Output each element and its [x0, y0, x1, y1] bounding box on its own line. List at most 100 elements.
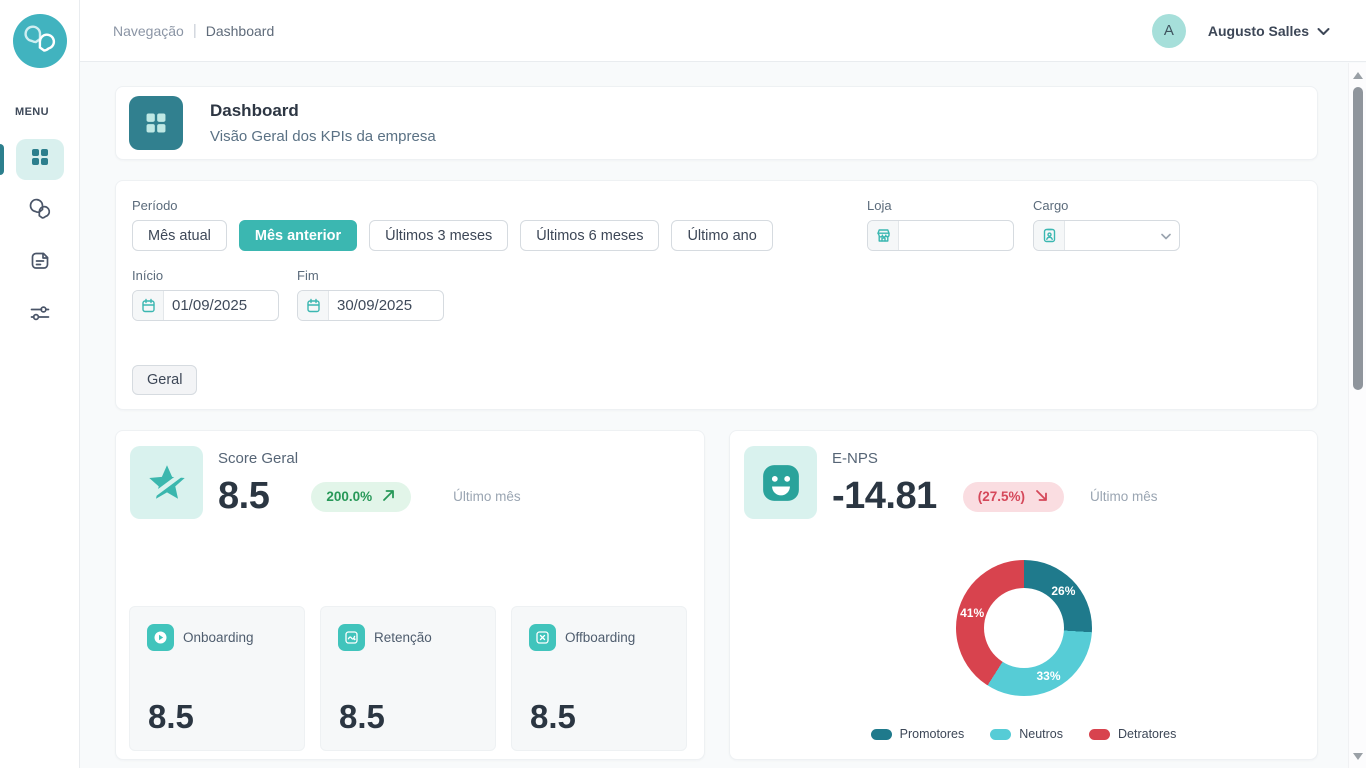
enps-period-note: Último mês [1090, 489, 1158, 504]
page-subtitle: Visão Geral dos KPIs da empresa [210, 128, 436, 145]
period-ultimo-ano-button[interactable]: Último ano [671, 220, 773, 251]
loja-input[interactable] [899, 221, 1013, 250]
scrollbar-thumb[interactable] [1353, 87, 1363, 390]
retencao-value: 8.5 [339, 698, 385, 735]
retencao-label: Retenção [374, 630, 432, 645]
period-ultimos-6-meses-button[interactable]: Últimos 6 meses [520, 220, 660, 251]
avatar[interactable]: A [1151, 13, 1186, 48]
grid-icon [29, 146, 51, 173]
chat-bubble-icon [27, 196, 53, 227]
user-name: Augusto Salles [1207, 22, 1309, 39]
score-geral-card: Score Geral 8.5 200.0% Último mês O [115, 430, 705, 760]
promotores-swatch [870, 728, 892, 740]
dashboard-grid-icon [129, 96, 183, 150]
score-trend-badge: 200.0% [311, 481, 412, 512]
onboarding-value: 8.5 [148, 698, 194, 735]
onboarding-label: Onboarding [183, 630, 254, 645]
calendar-icon[interactable] [133, 291, 164, 320]
breadcrumb-section[interactable]: Navegação [113, 22, 184, 39]
score-badge-text: 200.0% [326, 489, 373, 504]
enps-donut-chart: 26% 33% 41% [956, 560, 1092, 696]
menu-section-label: MENU [15, 106, 49, 118]
period-mes-atual-button[interactable]: Mês atual [132, 220, 227, 251]
period-label: Período [132, 198, 178, 213]
fim-date-input[interactable] [329, 291, 443, 320]
page-header-card: Dashboard Visão Geral dos KPIs da empres… [115, 86, 1318, 160]
scroll-up-arrow-icon[interactable] [1353, 72, 1363, 79]
neutros-swatch [990, 728, 1012, 740]
filters-card: Período Mês atual Mês anterior Últimos 3… [115, 180, 1318, 410]
donut-data-label: 33% [1036, 669, 1061, 684]
vertical-scrollbar [1348, 63, 1366, 768]
neutros-label: Neutros [1019, 727, 1064, 741]
active-nav-indicator [0, 144, 4, 175]
score-value: 8.5 [218, 475, 270, 517]
document-icon [27, 248, 53, 279]
enps-trend-badge: (27.5%) [962, 481, 1065, 512]
cargo-label: Cargo [1033, 198, 1069, 213]
fim-input-wrap [297, 290, 444, 321]
inicio-label: Início [132, 268, 164, 283]
trend-chart-icon [338, 624, 365, 651]
donut-ring: 26% 33% 41% [956, 560, 1092, 696]
chevron-down-icon [1161, 227, 1171, 245]
donut-data-label: 26% [1051, 584, 1076, 599]
sidebar: MENU [0, 0, 80, 768]
inicio-input-wrap [132, 290, 279, 321]
play-circle-icon [147, 624, 174, 651]
smiley-icon [744, 446, 817, 519]
retencao-subcard: Retenção 8.5 [320, 606, 496, 751]
detratores-swatch [1089, 728, 1111, 740]
cargo-select[interactable] [1033, 220, 1180, 251]
loja-label: Loja [867, 198, 892, 213]
sidebar-item-configuracoes[interactable] [16, 295, 64, 336]
offboarding-value: 8.5 [530, 698, 576, 735]
sidebar-item-dashboard[interactable] [16, 139, 64, 180]
breadcrumb: Navegação | Dashboard [113, 22, 274, 39]
user-menu[interactable]: A Augusto Salles [1151, 13, 1330, 48]
score-card-title: Score Geral [218, 450, 299, 467]
donut-data-label: 41% [960, 605, 985, 620]
period-ultimos-3-meses-button[interactable]: Últimos 3 meses [369, 220, 509, 251]
loja-input-wrap [867, 220, 1014, 251]
enps-value: -14.81 [832, 475, 937, 517]
enps-card: E-NPS -14.81 (27.5%) Último mês 26% 33% 41… [729, 430, 1318, 760]
main-content: Dashboard Visão Geral dos KPIs da empres… [80, 62, 1366, 768]
app-logo[interactable] [13, 14, 67, 68]
enps-badge-text: (27.5%) [977, 489, 1026, 504]
fim-label: Fim [297, 268, 319, 283]
chevron-down-icon [1317, 23, 1330, 39]
period-button-group: Mês atual Mês anterior Últimos 3 meses Ú… [132, 220, 773, 251]
cargo-value[interactable] [1065, 221, 1161, 250]
trend-up-icon [381, 488, 396, 506]
offboarding-label: Offboarding [565, 630, 636, 645]
legend-item-detratores[interactable]: Detratores [1089, 727, 1176, 741]
star-icon [130, 446, 203, 519]
trend-down-icon [1034, 488, 1049, 506]
detratores-label: Detratores [1118, 727, 1177, 741]
score-subcards: Onboarding 8.5 Retenção 8.5 [129, 606, 687, 751]
enps-card-title: E-NPS [832, 450, 878, 467]
offboarding-subcard: Offboarding 8.5 [511, 606, 687, 751]
sidebar-item-conversas[interactable] [16, 191, 64, 232]
legend-item-neutros[interactable]: Neutros [990, 727, 1063, 741]
sidebar-item-relatorios[interactable] [16, 243, 64, 284]
score-period-note: Último mês [453, 489, 521, 504]
chart-legend: Promotores Neutros Detratores [730, 727, 1317, 741]
onboarding-subcard: Onboarding 8.5 [129, 606, 305, 751]
legend-item-promotores[interactable]: Promotores [870, 727, 965, 741]
breadcrumb-separator: | [192, 22, 197, 39]
geral-tab-button[interactable]: Geral [132, 365, 198, 395]
scroll-down-arrow-icon[interactable] [1353, 753, 1363, 760]
sliders-icon [27, 300, 53, 331]
square-x-icon [529, 624, 556, 651]
id-badge-icon [1034, 221, 1065, 250]
chat-bubbles-logo-icon [22, 21, 58, 62]
store-icon [868, 221, 899, 250]
calendar-icon[interactable] [298, 291, 329, 320]
topbar: Navegação | Dashboard A Augusto Salles [80, 0, 1366, 62]
page-title: Dashboard [210, 101, 299, 120]
period-mes-anterior-button[interactable]: Mês anterior [238, 220, 358, 251]
inicio-date-input[interactable] [164, 291, 278, 320]
promotores-label: Promotores [899, 727, 965, 741]
